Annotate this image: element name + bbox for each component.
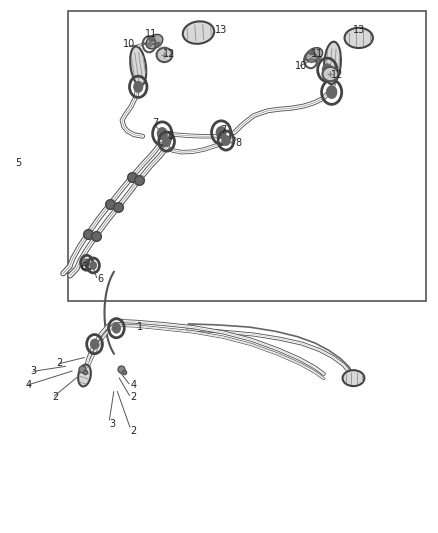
Circle shape xyxy=(134,82,143,92)
Text: 5: 5 xyxy=(15,158,21,168)
Text: 3: 3 xyxy=(30,366,36,376)
Text: 10: 10 xyxy=(295,61,307,70)
Text: 4: 4 xyxy=(131,380,137,390)
Circle shape xyxy=(113,324,120,333)
Text: 6: 6 xyxy=(81,262,87,271)
Text: 8: 8 xyxy=(167,131,173,141)
Ellipse shape xyxy=(156,48,172,62)
Text: 6: 6 xyxy=(97,274,103,284)
Circle shape xyxy=(222,136,230,146)
Text: 11: 11 xyxy=(145,29,157,39)
Text: 8: 8 xyxy=(236,138,242,148)
Ellipse shape xyxy=(130,46,146,86)
Text: 13: 13 xyxy=(353,25,365,35)
Bar xyxy=(68,11,426,301)
Text: 2: 2 xyxy=(57,358,63,368)
Text: 2: 2 xyxy=(131,426,137,437)
Text: 3: 3 xyxy=(109,419,115,430)
Text: 10: 10 xyxy=(124,39,136,49)
Ellipse shape xyxy=(345,28,373,48)
Text: 7: 7 xyxy=(220,125,226,135)
Ellipse shape xyxy=(146,35,163,49)
Circle shape xyxy=(84,259,90,266)
Circle shape xyxy=(322,64,332,76)
Text: 2: 2 xyxy=(131,392,137,402)
Text: 7: 7 xyxy=(152,118,159,128)
Text: 2: 2 xyxy=(52,392,58,402)
Ellipse shape xyxy=(306,47,323,62)
Circle shape xyxy=(90,262,96,269)
Text: 13: 13 xyxy=(215,26,227,36)
Circle shape xyxy=(327,86,337,98)
Ellipse shape xyxy=(183,21,214,44)
Circle shape xyxy=(162,137,170,147)
Text: 1: 1 xyxy=(138,321,144,332)
Ellipse shape xyxy=(78,365,91,386)
Text: 11: 11 xyxy=(311,49,323,59)
Circle shape xyxy=(157,128,167,140)
Text: 4: 4 xyxy=(26,379,32,390)
Ellipse shape xyxy=(343,370,364,386)
Ellipse shape xyxy=(322,67,338,81)
Circle shape xyxy=(91,340,99,349)
Text: 12: 12 xyxy=(162,49,175,59)
Circle shape xyxy=(216,127,226,139)
Text: 12: 12 xyxy=(331,70,343,80)
Ellipse shape xyxy=(324,42,341,84)
